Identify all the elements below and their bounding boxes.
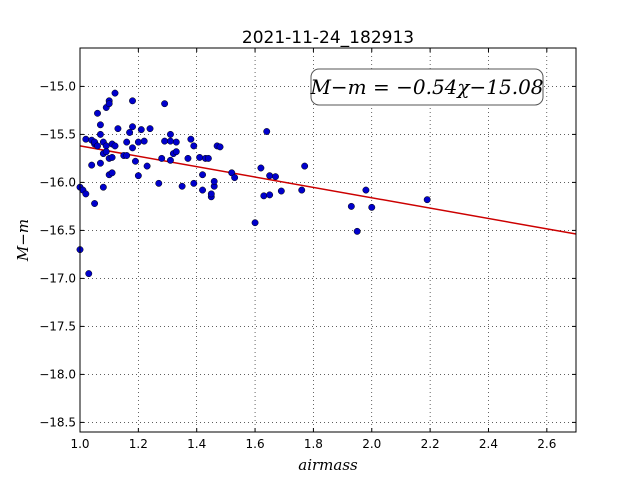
data-point-86 <box>362 186 370 194</box>
data-point-6 <box>88 161 96 169</box>
data-point-60 <box>190 179 198 187</box>
chart-title: 2021-11-24_182913 <box>242 28 414 48</box>
fit-equation-box: M−m = −0.54χ−15.08 <box>309 68 544 106</box>
data-point-28 <box>108 169 116 177</box>
plot-background <box>80 48 576 432</box>
data-point-29 <box>111 89 119 97</box>
data-point-55 <box>172 138 180 146</box>
data-point-40 <box>134 172 142 180</box>
x-tick-label-2: 1.4 <box>187 437 206 451</box>
data-point-59 <box>190 142 198 150</box>
data-point-83 <box>301 162 309 170</box>
data-point-43 <box>140 137 148 145</box>
equation-box-frame <box>310 68 544 106</box>
data-point-37 <box>129 123 136 131</box>
plot-area: 1.0 1.2 1.4 1.6 1.8 2.0 2.2 2.4 2.6 −15.0 −15.5 −16… <box>39 47 577 451</box>
x-axis-label: airmass <box>298 456 358 474</box>
data-point-30 <box>111 142 119 150</box>
x-tick-label-0: 1.0 <box>70 437 89 451</box>
data-point-58 <box>187 135 195 143</box>
data-point-21 <box>102 148 110 156</box>
data-point-8 <box>91 200 99 207</box>
data-point-54 <box>172 148 180 156</box>
data-point-39 <box>131 157 139 165</box>
data-point-45 <box>146 125 154 133</box>
data-point-18 <box>99 183 107 191</box>
data-point-85 <box>353 227 361 235</box>
data-point-14 <box>96 130 104 138</box>
data-point-47 <box>158 154 166 162</box>
y-tick-label-5: −17.5 <box>39 319 76 333</box>
x-tick-label-4: 1.8 <box>304 437 323 451</box>
data-point-80 <box>272 173 279 181</box>
data-point-84 <box>347 202 355 210</box>
data-point-69 <box>210 177 218 185</box>
data-point-31 <box>114 125 122 133</box>
data-point-50 <box>166 130 174 138</box>
data-point-73 <box>231 174 239 182</box>
data-point-52 <box>166 156 174 164</box>
data-point-79 <box>266 172 274 180</box>
data-point-12 <box>94 142 101 150</box>
data-point-61 <box>196 153 204 161</box>
data-point-56 <box>178 182 186 190</box>
data-point-27 <box>108 153 116 161</box>
data-point-20 <box>102 142 110 150</box>
y-tick-label-4: −17.0 <box>39 271 76 285</box>
data-point-51 <box>166 137 174 145</box>
data-point-13 <box>96 121 104 129</box>
data-point-81 <box>277 187 285 195</box>
data-point-42 <box>137 126 145 134</box>
data-point-57 <box>184 154 192 162</box>
data-point-88 <box>423 196 431 204</box>
x-tick-label-6: 2.2 <box>421 437 440 451</box>
y-tick-label-7: −18.5 <box>39 415 76 429</box>
data-point-44 <box>143 162 151 170</box>
x-tick-label-8: 2.6 <box>537 437 556 451</box>
y-tick-label-0: −15.0 <box>39 79 76 93</box>
x-tick-label-1: 1.2 <box>129 437 148 451</box>
data-point-33 <box>123 152 131 159</box>
x-tick-label-5: 2.0 <box>362 437 381 451</box>
data-point-23 <box>105 100 113 108</box>
data-point-49 <box>161 137 169 145</box>
y-tick-label-2: −16.0 <box>39 175 76 189</box>
plot-frame <box>79 47 577 433</box>
data-point-41 <box>134 138 142 146</box>
data-point-3 <box>82 135 90 143</box>
fit-equation-text: M−m = −0.54χ−15.08 <box>309 75 543 99</box>
data-point-62 <box>199 186 206 194</box>
data-point-87 <box>368 203 376 211</box>
data-point-76 <box>260 192 268 200</box>
data-point-75 <box>257 164 265 172</box>
data-point-74 <box>251 219 259 227</box>
data-point-82 <box>298 186 306 194</box>
data-point-36 <box>129 97 136 105</box>
y-tick-label-6: −18.0 <box>39 367 76 381</box>
data-point-34 <box>123 138 131 146</box>
data-point-5 <box>85 270 93 278</box>
data-point-4 <box>82 190 90 198</box>
data-point-15 <box>96 159 104 167</box>
data-point-48 <box>161 100 169 108</box>
data-point-46 <box>155 179 163 187</box>
data-point-11 <box>94 109 101 117</box>
y-tick-label-1: −15.5 <box>39 127 76 141</box>
data-point-35 <box>126 129 134 136</box>
data-point-77 <box>263 128 271 135</box>
data-point-65 <box>204 154 212 162</box>
data-point-38 <box>129 144 136 152</box>
x-tick-label-3: 1.6 <box>246 437 265 451</box>
data-point-78 <box>266 191 274 199</box>
x-tick-label-7: 2.4 <box>479 437 498 451</box>
y-axis-label: M−m <box>14 219 32 262</box>
data-point-71 <box>216 143 224 151</box>
y-tick-label-3: −16.5 <box>39 223 76 237</box>
data-point-63 <box>199 171 206 179</box>
data-point-67 <box>207 190 215 198</box>
